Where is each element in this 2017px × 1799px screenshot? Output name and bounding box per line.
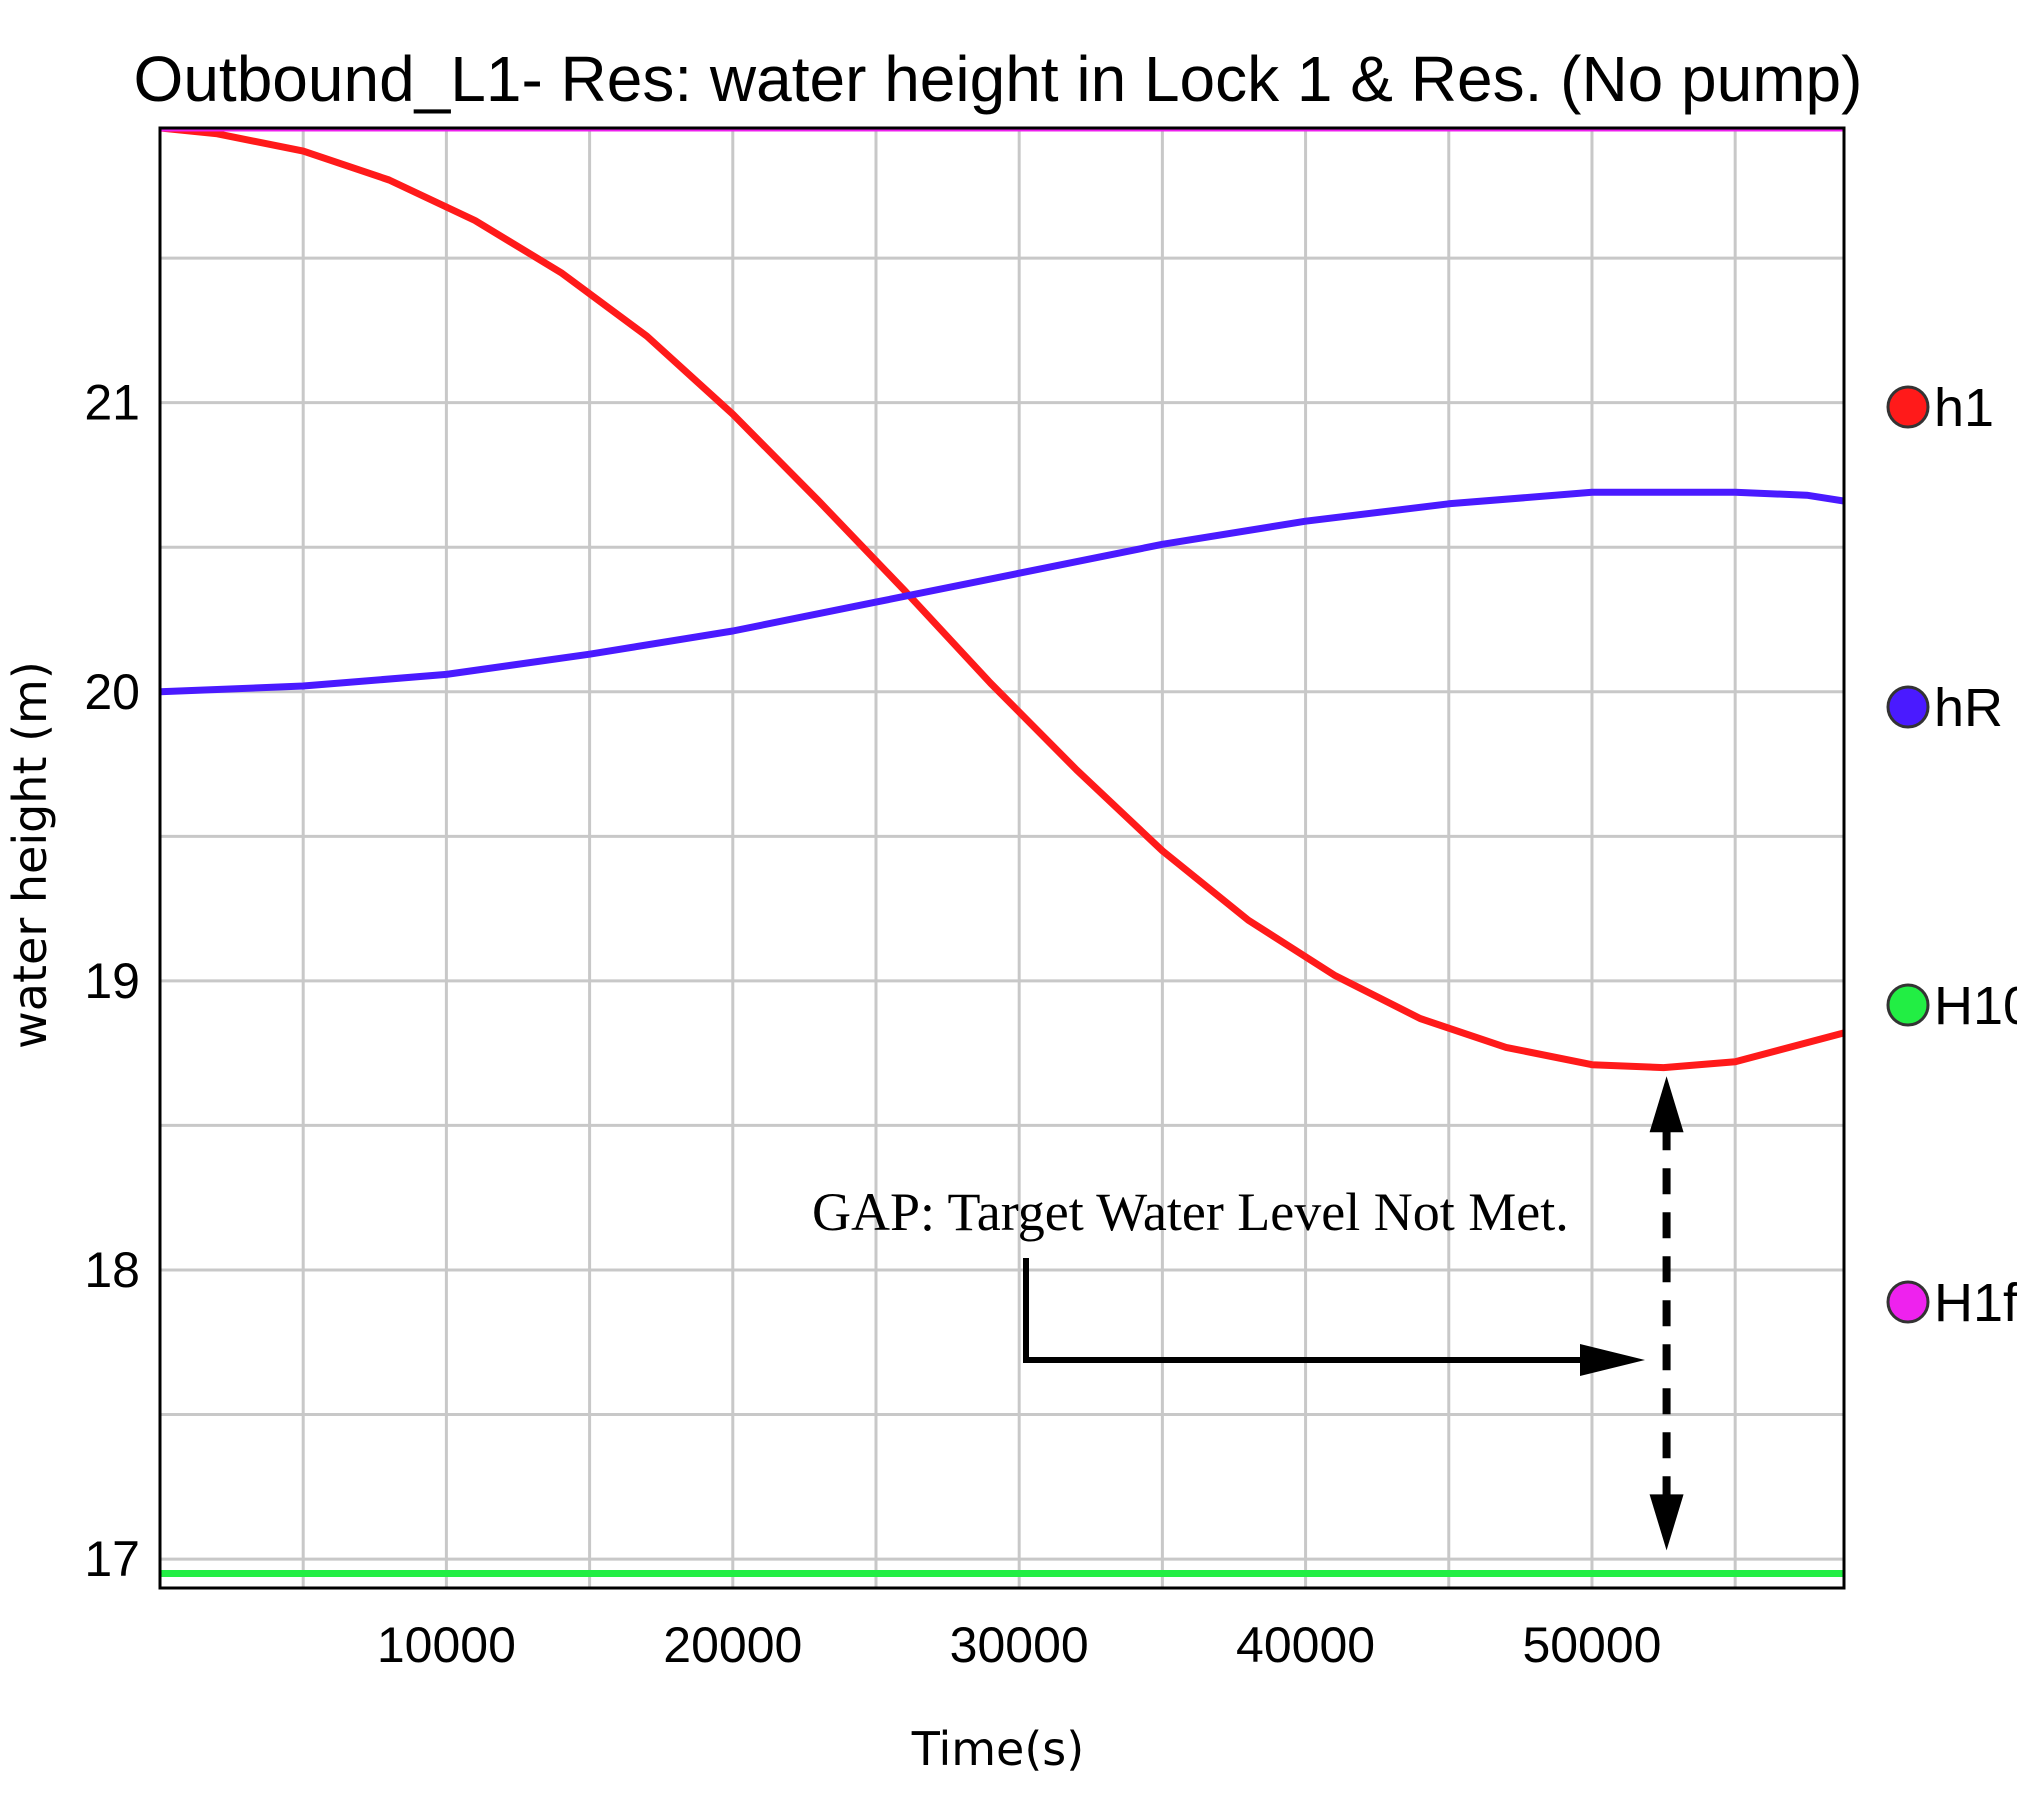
legend-marker-H10: [1886, 983, 1930, 1027]
x-tick-label: 10000: [377, 1617, 516, 1673]
x-tick-label: 50000: [1522, 1617, 1661, 1673]
y-tick-label: 19: [84, 953, 140, 1009]
grid: [160, 128, 1844, 1588]
x-tick-label: 20000: [663, 1617, 802, 1673]
chart-title: Outbound_L1- Res: water height in Lock 1…: [134, 43, 1863, 115]
series-group: [160, 128, 1844, 1577]
y-tick-label: 21: [84, 375, 140, 431]
series-line-h1: [160, 128, 1844, 1072]
gap-pointer-arrowhead: [1580, 1344, 1645, 1376]
x-tick-label: 40000: [1236, 1617, 1375, 1673]
legend: h1 hR H10 H1f: [1886, 378, 2017, 1333]
legend-marker-h1: [1886, 385, 1930, 429]
y-axis-label: water height (m): [3, 661, 57, 1049]
gap-arrow-down: [1649, 1494, 1684, 1551]
legend-marker-hR: [1886, 685, 1930, 729]
gap-arrow-up: [1649, 1076, 1684, 1133]
legend-marker-H1f: [1886, 1280, 1930, 1324]
x-axis-label: Time(s): [911, 1722, 1084, 1776]
gap-annotation-text: GAP: Target Water Level Not Met.: [812, 1182, 1569, 1242]
y-tick-label: 17: [84, 1531, 140, 1587]
series-line-hR: [160, 488, 1844, 696]
x-tick-label: 30000: [950, 1617, 1089, 1673]
y-tick-label: 20: [84, 664, 140, 720]
gap-pointer-line: [1023, 1258, 1600, 1363]
legend-label-hR: hR: [1934, 678, 2003, 738]
plot-area: [160, 128, 1844, 1588]
legend-label-H1f: H1f: [1934, 1273, 2017, 1333]
y-tick-label: 18: [84, 1242, 140, 1298]
y-axis-ticks: 17 18 19 20 21: [84, 375, 140, 1587]
x-axis-ticks: 10000 20000 30000 40000 50000: [377, 1617, 1662, 1673]
plot-frame: [158, 126, 1846, 1590]
legend-label-H10: H10: [1934, 976, 2017, 1036]
legend-label-h1: h1: [1934, 378, 1994, 438]
gap-annotation: GAP: Target Water Level Not Met.: [812, 1076, 1684, 1551]
